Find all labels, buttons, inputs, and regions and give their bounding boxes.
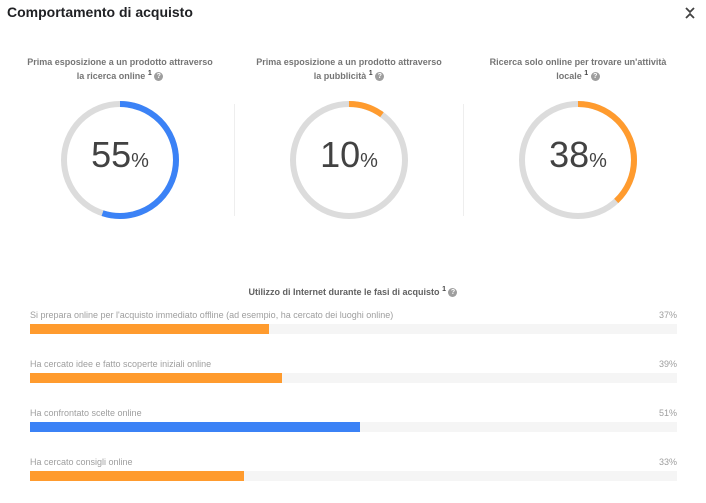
stage-bar-fill (30, 324, 270, 334)
gauge-arc (290, 101, 408, 219)
stage-label: Ha cercato idee e fatto scoperte inizial… (30, 359, 212, 369)
collapse-icon[interactable] (683, 5, 697, 21)
gauge-title: Ricerca solo online per trovare un'attiv… (489, 57, 667, 82)
stage-label: Ha confrontato scelte online (30, 408, 142, 418)
stage-bar-track (30, 422, 677, 432)
divider (463, 104, 464, 216)
stage-label: Si prepara online per l'acquisto immedia… (30, 310, 394, 320)
gauge-arc (519, 101, 637, 219)
gauge-ring (61, 101, 179, 219)
gauge-arc (61, 101, 179, 219)
stage-bar-row: Ha cercato consigli online 33% (30, 457, 677, 487)
gauge-value: 10% (320, 134, 378, 175)
stage-bar-row: Ha confrontato scelte online 51% (30, 408, 677, 438)
divider (234, 104, 235, 216)
stage-bar-fill (30, 422, 360, 432)
stage-percent: 37% (658, 310, 677, 320)
stage-percent: 33% (658, 457, 677, 467)
stage-bar-fill (30, 373, 283, 383)
help-icon[interactable]: ? (154, 72, 164, 82)
gauge-title: Prima esposizione a un prodotto attraver… (256, 57, 442, 82)
stage-bar-track (30, 471, 677, 481)
gauge-card: Prima esposizione a un prodotto attraver… (20, 56, 220, 226)
stage-bar-row: Ha cercato idee e fatto scoperte inizial… (30, 359, 677, 389)
stage-percent: 39% (658, 359, 677, 369)
help-icon[interactable]: ? (375, 72, 385, 82)
gauge-card: Ricerca solo online per trovare un'attiv… (478, 56, 678, 226)
gauge-ring (519, 101, 637, 219)
stage-bar-track (30, 373, 677, 383)
help-icon[interactable]: ? (448, 288, 458, 298)
stages-title: Utilizzo di Internet durante le fasi di … (0, 286, 706, 298)
gauge-value: 55% (91, 134, 149, 175)
gauge-ring (290, 101, 408, 219)
help-icon[interactable]: ? (590, 72, 600, 82)
gauge-title: Prima esposizione a un prodotto attraver… (27, 57, 213, 82)
card-header: Comportamento di acquisto (0, 0, 706, 28)
stage-percent: 51% (658, 408, 677, 418)
gauge-card: Prima esposizione a un prodotto attraver… (249, 56, 449, 226)
gauge-value: 38% (549, 134, 607, 175)
card-title: Comportamento di acquisto (7, 4, 193, 20)
stage-bar-track (30, 324, 677, 334)
stage-bar-fill (30, 471, 244, 481)
stage-bar-row: Si prepara online per l'acquisto immedia… (30, 310, 677, 340)
stage-label: Ha cercato consigli online (30, 457, 133, 467)
